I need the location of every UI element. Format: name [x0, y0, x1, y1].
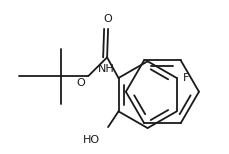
Text: F: F — [182, 73, 188, 83]
Text: O: O — [76, 78, 85, 88]
Text: NH: NH — [97, 64, 114, 74]
Text: O: O — [103, 14, 112, 24]
Text: HO: HO — [83, 135, 100, 145]
